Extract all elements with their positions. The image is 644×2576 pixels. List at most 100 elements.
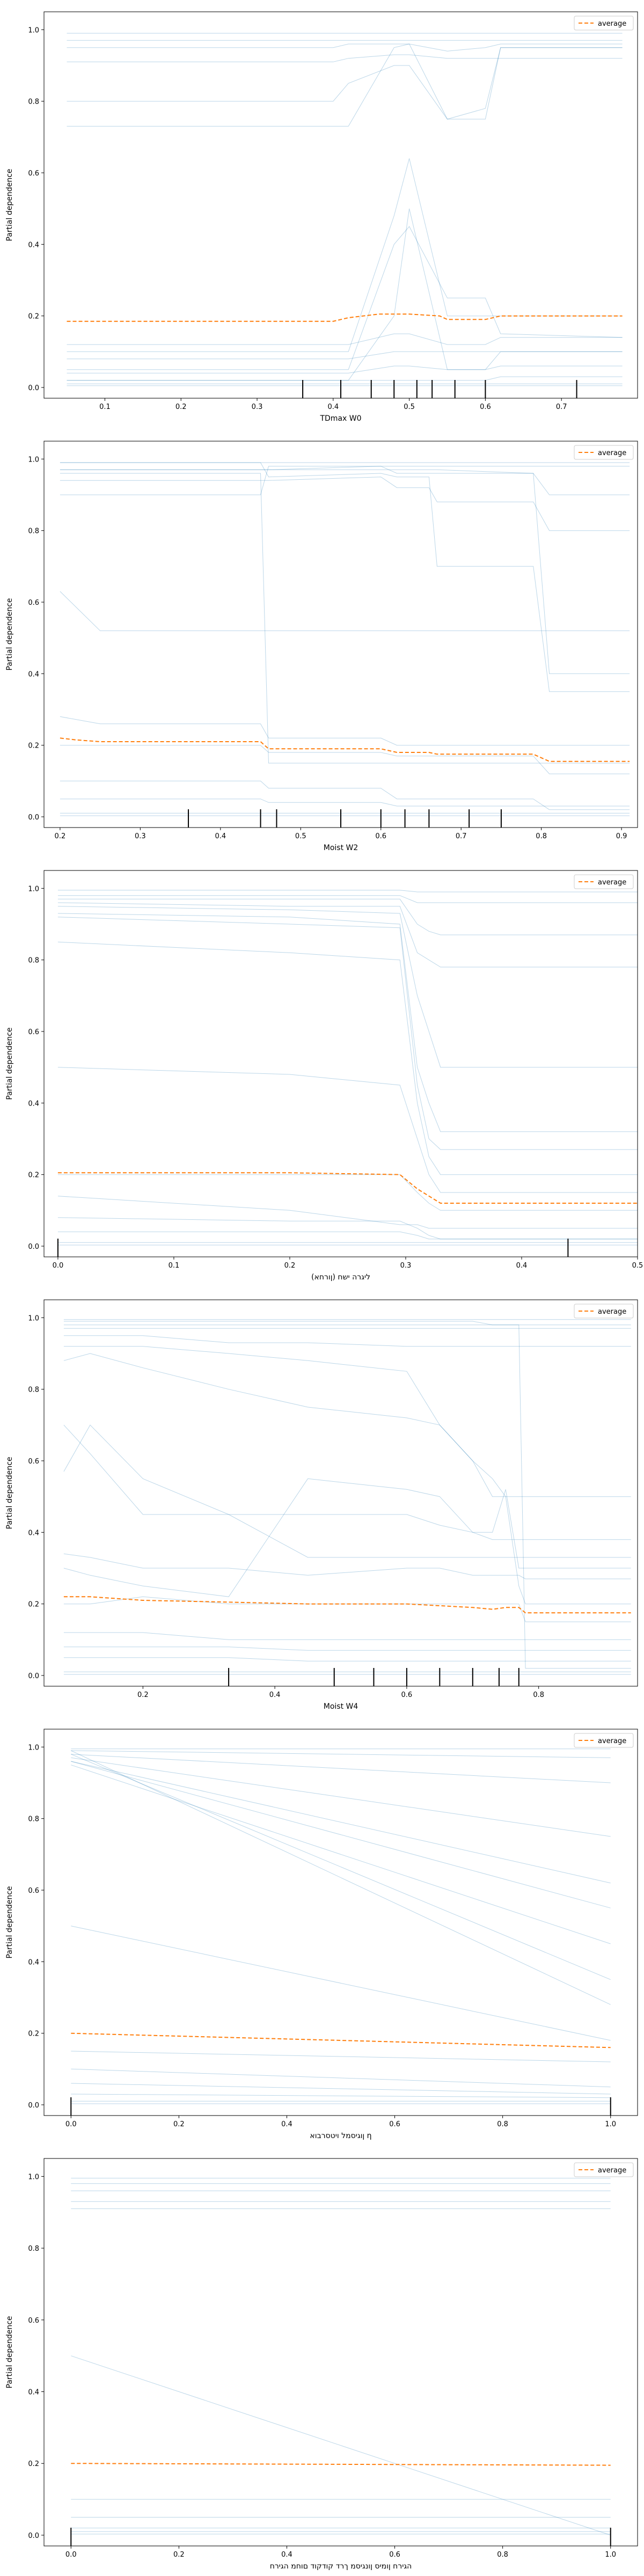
legend: average <box>574 1733 634 1748</box>
y-tick-label: 0.6 <box>28 1887 39 1895</box>
x-tick-label: 0.0 <box>65 2120 77 2128</box>
chart-panel-6: 0.0 0.2 0.4 0.6 0.8 1.0 0.0 0.2 0.4 0.6 0.8 1.0 הגיר… <box>5 2158 638 2571</box>
y-tick-label: 0.8 <box>28 1386 39 1394</box>
ice-line <box>63 1646 631 1651</box>
x-tick-label: 0.5 <box>404 403 415 411</box>
chart-panel-3: 0.0 0.1 0.2 0.3 0.4 0.5 0.0 0.2 0.4 0.6 0.8 1.0 ליגר… <box>5 870 643 1282</box>
y-tick-label: 0.2 <box>28 742 39 750</box>
ice-line <box>63 1632 631 1640</box>
plot-area <box>60 462 630 816</box>
x-tick-label: 0.8 <box>497 2551 508 2559</box>
y-tick-label: 0.4 <box>28 670 39 678</box>
ice-line <box>67 376 623 381</box>
y-tick-label: 0.0 <box>28 2532 39 2540</box>
ice-line <box>57 913 638 1132</box>
ice-line <box>67 208 623 381</box>
ice-line <box>71 1761 611 1884</box>
y-tick-label: 0.0 <box>28 384 39 392</box>
axes-frame <box>43 2158 638 2546</box>
ice-line <box>57 1231 638 1240</box>
y-tick-label: 0.6 <box>28 2317 39 2325</box>
ice-line <box>67 47 623 120</box>
y-tick-label: 0.6 <box>28 1458 39 1466</box>
x-tick-label: 0.4 <box>281 2551 292 2559</box>
ice-line <box>57 906 638 1068</box>
legend-label: average <box>598 1737 626 1745</box>
ice-line <box>60 591 630 631</box>
y-tick-label: 0.4 <box>28 241 39 249</box>
y-tick-label: 0.0 <box>28 1672 39 1680</box>
x-tick-label: 0.6 <box>389 2551 400 2559</box>
average-line <box>57 1172 638 1204</box>
y-tick-label: 0.2 <box>28 2030 39 2038</box>
ice-line <box>67 226 623 370</box>
axes-frame <box>43 441 638 828</box>
x-tick-label: 0.2 <box>173 2120 185 2128</box>
y-tick-label: 0.2 <box>28 2460 39 2468</box>
axes-frame <box>43 870 638 1257</box>
ice-line <box>63 1346 631 1497</box>
average-line <box>71 2463 611 2466</box>
ice-line <box>60 466 630 495</box>
legend-label: average <box>598 1308 626 1316</box>
ice-line <box>67 351 623 360</box>
y-tick-label: 1.0 <box>28 26 39 34</box>
average-line <box>67 313 623 322</box>
ice-line <box>57 902 638 968</box>
ice-line <box>71 1750 611 2005</box>
ice-line <box>63 1596 631 1622</box>
y-tick-label: 0.8 <box>28 98 39 106</box>
x-tick-label: 0.2 <box>173 2551 185 2559</box>
x-axis-label: Moist W2 <box>324 844 358 852</box>
ice-line <box>60 780 630 810</box>
plot-area <box>71 2178 611 2536</box>
legend-box <box>574 1304 634 1319</box>
ice-line <box>57 1217 638 1240</box>
x-axis-label: ןוגיסמל ויטסרבוא η <box>310 2132 371 2140</box>
y-tick-label: 0.4 <box>28 1529 39 1537</box>
ice-line <box>67 43 623 127</box>
x-tick-label: 0.1 <box>169 1262 180 1270</box>
ice-line <box>63 1424 631 1540</box>
x-tick-label: 0.8 <box>533 1691 544 1699</box>
x-tick-label: 0.8 <box>497 2120 508 2128</box>
legend: average <box>574 2162 634 2177</box>
ice-line <box>63 1353 631 1605</box>
x-tick-label: 0.4 <box>281 2120 292 2128</box>
y-tick-label: 0.6 <box>28 1028 39 1036</box>
y-tick-label: 0.6 <box>28 599 39 607</box>
legend-box <box>574 1733 634 1748</box>
plot-area <box>67 33 623 386</box>
x-tick-label: 0.2 <box>175 403 187 411</box>
chart-panel-1: 0.1 0.2 0.3 0.4 0.5 0.6 0.7 0.0 0.2 0.4 0.6 0.8 1.0 T… <box>5 11 638 423</box>
average-line <box>60 737 630 762</box>
y-tick-label: 1.0 <box>28 885 39 893</box>
legend: average <box>574 16 634 31</box>
legend-box <box>574 16 634 31</box>
y-tick-label: 0.4 <box>28 1100 39 1108</box>
ice-line <box>67 333 623 345</box>
y-axis-label: Partial dependence <box>5 1027 14 1100</box>
y-tick-label: 0.8 <box>28 2245 39 2253</box>
y-tick-label: 0.6 <box>28 170 39 178</box>
axes-frame <box>43 11 638 399</box>
ice-line <box>63 1321 631 1669</box>
x-tick-label: 0.2 <box>137 1691 149 1699</box>
y-tick-label: 0.2 <box>28 1172 39 1180</box>
y-tick-label: 0.8 <box>28 528 39 536</box>
y-tick-label: 0.0 <box>28 1243 39 1251</box>
average-line <box>63 1596 631 1614</box>
y-tick-label: 1.0 <box>28 456 39 464</box>
x-tick-label: 0.4 <box>269 1691 281 1699</box>
ice-line <box>71 2355 611 2536</box>
legend-box <box>574 2162 634 2177</box>
ice-line <box>57 941 638 1175</box>
plot-area <box>63 1319 631 1675</box>
x-tick-label: 0.4 <box>215 832 226 840</box>
ice-line <box>71 1926 611 2041</box>
ice-line <box>63 1478 631 1597</box>
ice-line <box>60 466 630 495</box>
chart-panel-5: 0.0 0.2 0.4 0.6 0.8 1.0 0.0 0.2 0.4 0.6 0.8 1.0 ןוגי… <box>5 1729 638 2140</box>
x-tick-label: 1.0 <box>605 2120 616 2128</box>
